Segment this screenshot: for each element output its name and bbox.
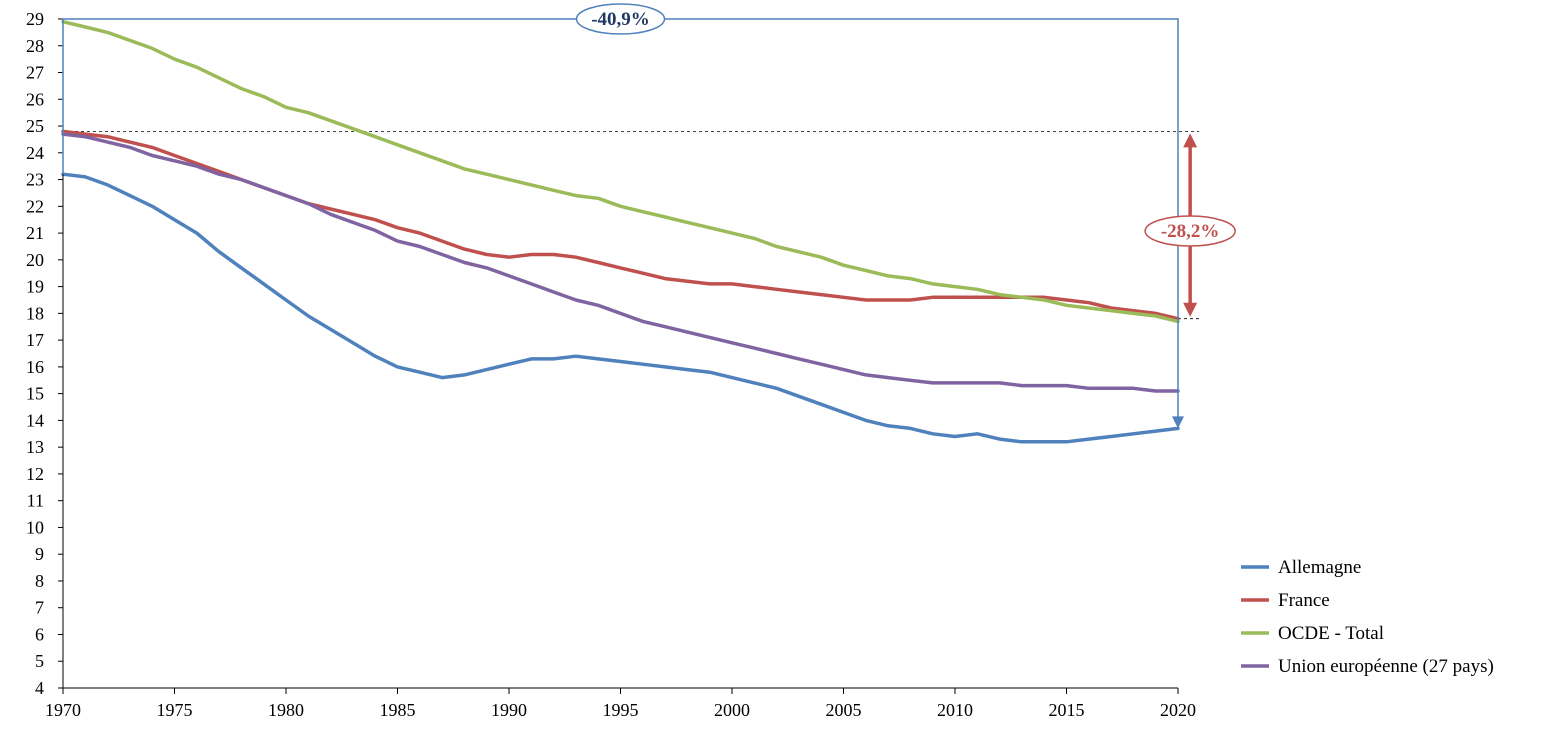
y-tick-label: 9: [35, 544, 44, 564]
legend-label-allemagne: Allemagne: [1278, 557, 1361, 578]
x-tick-label: 2015: [1049, 700, 1085, 720]
bracket-40-9: [62, 18, 1179, 419]
x-tick-label: 2020: [1160, 700, 1196, 720]
x-tick-label: 1970: [45, 700, 81, 720]
y-tick-label: 20: [26, 250, 44, 270]
y-tick-label: 19: [26, 277, 44, 297]
x-tick-label: 1995: [603, 700, 639, 720]
series-line-ocde-total: [61, 19, 1180, 324]
series-layer: [61, 19, 1180, 444]
y-tick-label: 10: [26, 517, 44, 537]
annotations: -40,9% -28,2%: [62, 3, 1236, 429]
annotation-label-28-2: -28,2%: [1161, 221, 1220, 242]
y-tick-label: 29: [26, 9, 44, 29]
y-tick-label: 4: [35, 678, 44, 698]
y-tick-label: 6: [35, 624, 44, 644]
legend-label-france: France: [1278, 590, 1330, 611]
x-tick-label: 1990: [491, 700, 527, 720]
x-axis-ticks: 1970 1975 1980 1985 1990 1995 2000 2005 2010 2015…: [45, 688, 1196, 720]
y-tick-label: 16: [26, 357, 44, 377]
y-tick-label: 25: [26, 116, 44, 136]
y-tick-label: 21: [26, 223, 44, 243]
reference-lines: [63, 130, 1200, 320]
y-tick-label: 22: [26, 196, 44, 216]
legend: Allemagne France OCDE - Total Union europée…: [1241, 557, 1494, 677]
annotation-bubble-28-2: [1144, 215, 1236, 247]
x-tick-label: 1980: [268, 700, 304, 720]
y-tick-label: 13: [26, 437, 44, 457]
y-tick-label: 15: [26, 384, 44, 404]
y-tick-label: 17: [26, 330, 44, 350]
x-tick-label: 2000: [714, 700, 750, 720]
y-tick-label: 14: [26, 410, 44, 430]
arrowhead-down: [1183, 302, 1198, 317]
series-line-allemagne: [61, 172, 1180, 444]
y-tick-label: 5: [35, 651, 44, 671]
y-tick-label: 23: [26, 170, 44, 190]
series-line-france: [61, 129, 1180, 321]
x-tick-label: 1985: [380, 700, 416, 720]
axes: 4 5 6 7 8 9 10 11 12 13 14 15 16 17 18 19 20 21 22 23 24 25 26…: [26, 9, 1196, 720]
x-tick-label: 1975: [157, 700, 193, 720]
y-tick-label: 12: [26, 464, 44, 484]
y-tick-label: 7: [35, 598, 44, 618]
y-tick-label: 26: [26, 89, 44, 109]
annotation-label-40-9: -40,9%: [591, 9, 650, 30]
y-tick-label: 27: [26, 63, 44, 83]
arrowhead-up: [1183, 133, 1198, 148]
series-line-union-europeenne-27-pays: [61, 132, 1180, 393]
y-tick-label: 24: [26, 143, 44, 163]
x-tick-label: 2010: [937, 700, 973, 720]
y-tick-label: 28: [26, 36, 44, 56]
legend-label-ocde-total: OCDE - Total: [1278, 623, 1384, 644]
y-tick-label: 8: [35, 571, 44, 591]
bracket-arrowhead: [1172, 416, 1184, 429]
y-tick-label: 18: [26, 303, 44, 323]
annotation-bubble-40-9: [575, 3, 666, 35]
x-tick-label: 2005: [826, 700, 862, 720]
y-tick-label: 11: [27, 491, 44, 511]
y-axis-ticks: 4 5 6 7 8 9 10 11 12 13 14 15 16 17 18 19 20 21 22 23 24 25 26…: [26, 9, 63, 698]
legend-label-union-europeenne-27-pays: Union européenne (27 pays): [1278, 656, 1494, 677]
